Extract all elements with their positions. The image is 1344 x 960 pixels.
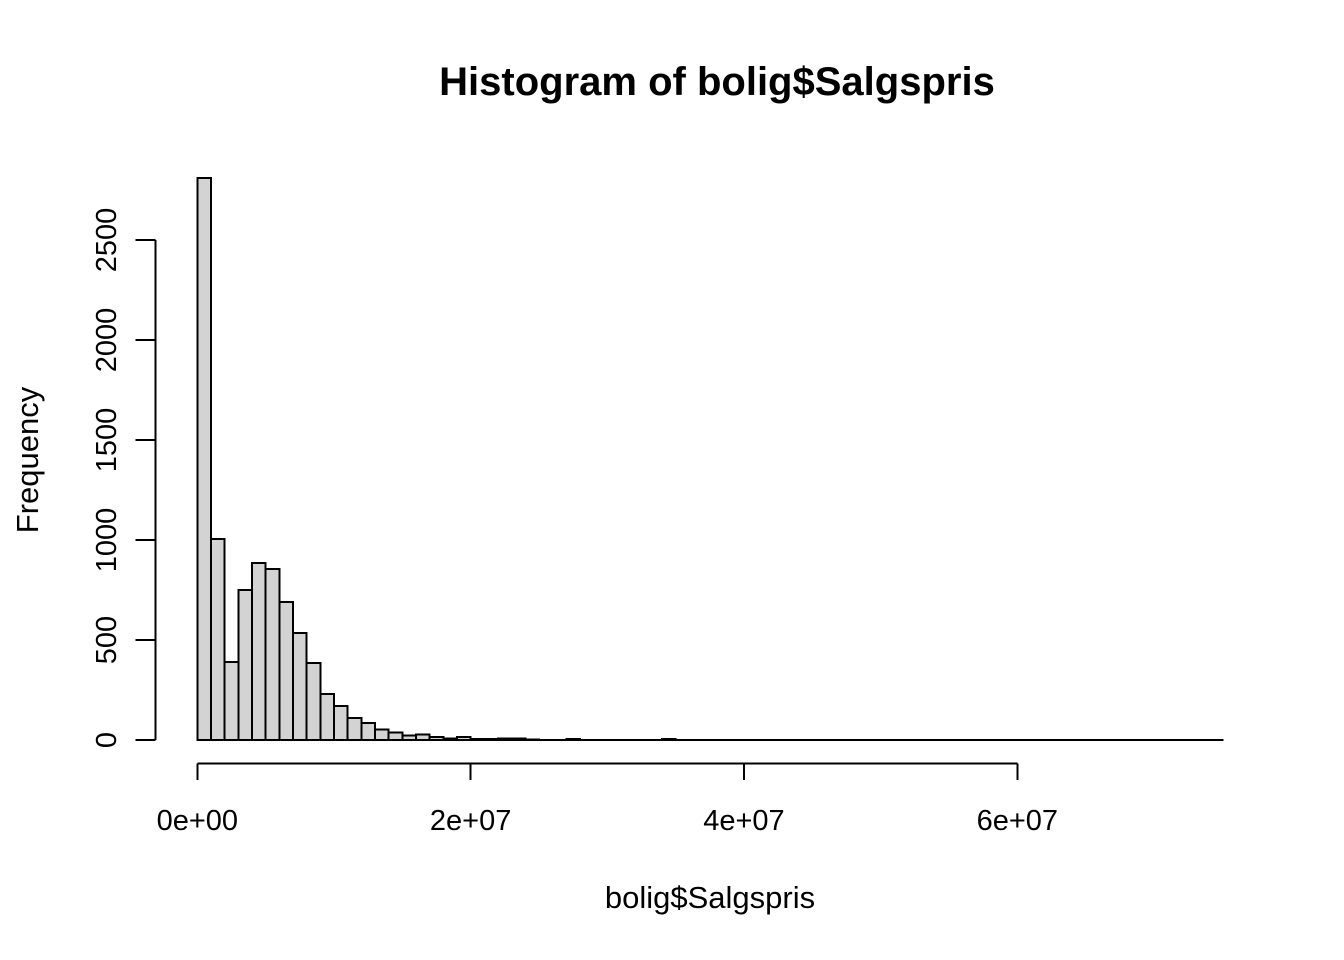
histogram-bar xyxy=(237,589,253,741)
y-tick-label: 1500 xyxy=(91,408,123,473)
histogram-bar xyxy=(209,538,226,741)
y-axis-label: Frequency xyxy=(10,386,45,533)
histogram-bars xyxy=(196,177,1224,742)
histogram-bar xyxy=(196,177,212,741)
histogram-bar xyxy=(319,693,335,741)
x-tick-label: 4e+07 xyxy=(703,805,784,837)
histogram-bar xyxy=(223,661,240,741)
y-tick-label: 2000 xyxy=(91,308,123,373)
histogram-bar xyxy=(250,562,267,741)
x-tick-label: 6e+07 xyxy=(977,805,1058,837)
histogram-bar xyxy=(278,601,294,741)
x-tick-label: 0e+00 xyxy=(157,805,238,837)
histogram-bar xyxy=(387,731,404,741)
y-tick-label: 1000 xyxy=(91,508,123,573)
histogram-bar xyxy=(346,717,363,741)
x-tick-label: 2e+07 xyxy=(430,805,511,837)
y-axis: 0 500 1000 1500 2000 2500 xyxy=(91,208,157,748)
histogram-bar xyxy=(373,728,390,742)
y-tick-label: 0 xyxy=(91,732,123,748)
histogram-bar xyxy=(291,632,308,741)
histogram-bar xyxy=(264,568,281,741)
histogram-bar xyxy=(305,662,322,741)
x-axis: 0e+00 2e+07 4e+07 6e+07 xyxy=(157,762,1058,837)
y-tick-label: 2500 xyxy=(91,208,123,273)
histogram-bar xyxy=(332,705,349,741)
histogram-bar xyxy=(360,722,376,741)
y-tick-label: 500 xyxy=(91,616,123,664)
chart-title: Histogram of bolig$Salgspris xyxy=(439,60,995,104)
x-axis-label: bolig$Salgspris xyxy=(605,880,815,915)
